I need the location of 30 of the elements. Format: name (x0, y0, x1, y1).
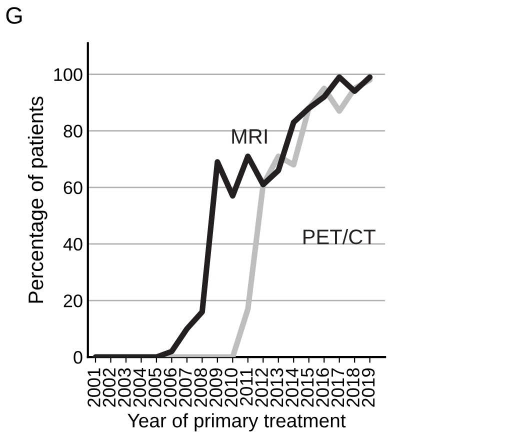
x-tick-label: 2009 (209, 368, 222, 407)
x-tick-label: 2017 (331, 368, 344, 407)
y-axis-title: Percentage of patients (28, 96, 48, 303)
y-tick-label: 60 (64, 181, 82, 194)
y-tick-label: 0 (74, 351, 82, 364)
y-tick-label: 40 (63, 238, 82, 251)
x-tick-label: 2007 (179, 368, 192, 407)
x-tick-label: 2004 (133, 368, 146, 407)
x-tick-label: 2018 (346, 368, 360, 407)
text: G (6, 7, 22, 24)
x-tick-label: 2015 (300, 368, 314, 407)
x-tick-label: 2013 (270, 368, 284, 407)
x-tick-label: 2001 (88, 368, 100, 407)
x-tick-label: 2008 (194, 368, 208, 407)
series-label: MRI (232, 129, 267, 144)
x-tick-label: 2011 (240, 368, 253, 406)
x-tick-label: 2019 (362, 368, 375, 407)
x-tick-label: 2012 (255, 368, 268, 407)
x-tick-label: 2014 (286, 368, 298, 407)
x-axis-title: Year of primary treatment (128, 413, 346, 432)
text: PET/CT (304, 228, 376, 244)
x-tick-label: 2005 (148, 368, 162, 407)
x-tick-label: 2010 (224, 368, 238, 407)
y-tick-label: 80 (64, 124, 82, 138)
y-tick-label: 20 (64, 294, 82, 308)
x-tick-label: 2003 (118, 368, 131, 407)
x-tick-label: 2006 (164, 368, 177, 407)
x-tick-label: 2016 (316, 368, 329, 407)
y-tick-label: 100 (54, 68, 82, 81)
x-tick-label: 2002 (102, 368, 116, 407)
